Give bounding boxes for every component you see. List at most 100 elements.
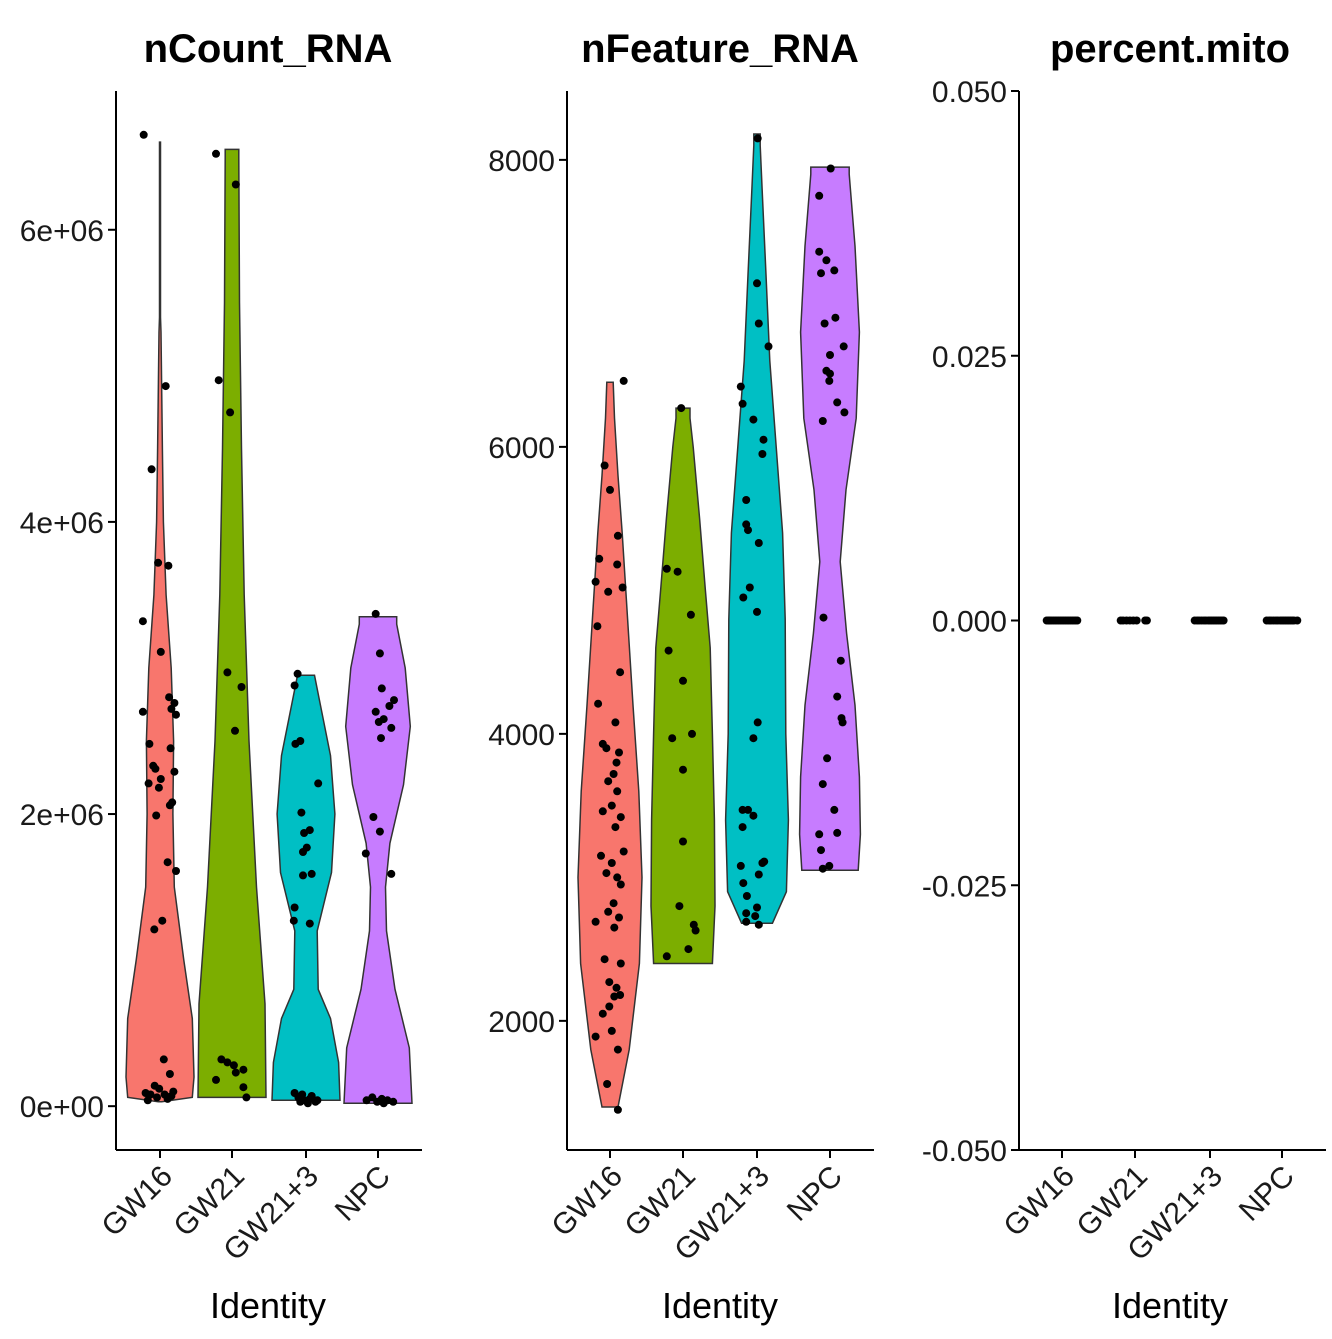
data-point-gw16	[145, 739, 154, 748]
data-point-gw21-3	[754, 539, 763, 547]
data-point-gw21	[242, 1093, 251, 1102]
panel-ncount-rna: nCount_RNA0e+002e+064e+066e+06GW16GW21GW…	[20, 27, 422, 1326]
data-point-gw21-3	[311, 1097, 320, 1106]
y-tick-label: -0.025	[922, 870, 1007, 903]
data-point-gw16	[613, 1045, 622, 1054]
data-point-gw21	[688, 729, 696, 738]
data-point-gw21-3	[739, 879, 748, 888]
data-point-npc	[815, 247, 824, 256]
data-point-npc	[822, 256, 831, 265]
data-point-gw21-3	[744, 526, 752, 535]
data-point-gw16	[603, 1080, 612, 1088]
data-point-gw16	[604, 777, 613, 786]
data-point-gw21-3	[764, 342, 773, 351]
data-point-gw21-3	[314, 779, 323, 788]
data-point-npc	[362, 1096, 371, 1105]
data-point-gw16	[143, 1096, 152, 1105]
data-point-gw21-3	[742, 917, 751, 926]
data-point-gw16	[165, 1070, 174, 1078]
data-point-gw16	[613, 1105, 622, 1114]
data-point-gw16	[150, 925, 159, 934]
data-point-npc	[825, 861, 834, 870]
data-point-gw21-3	[753, 134, 762, 143]
panel-percent-mito: percent.mito -0.050 -0.025 0.000 0.025 0.050 G…	[922, 27, 1326, 1326]
data-point-gw16	[600, 461, 609, 470]
data-point-gw21-3	[1219, 616, 1228, 625]
data-point-gw21	[662, 564, 671, 573]
data-point-gw16	[613, 873, 622, 882]
data-point-gw21	[214, 376, 223, 385]
data-point-npc	[375, 649, 384, 658]
data-point-gw16	[613, 560, 622, 569]
data-point-gw16	[158, 916, 167, 925]
data-point-npc	[815, 830, 824, 839]
data-point-gw21	[223, 668, 232, 677]
y-tick-label: 6000	[488, 432, 555, 465]
data-point-gw16	[597, 851, 605, 860]
data-point-gw16	[600, 955, 609, 964]
data-point-npc	[374, 718, 383, 726]
data-point-gw16	[1045, 616, 1054, 625]
data-point-gw21-3	[751, 912, 760, 921]
data-point-npc	[361, 849, 370, 858]
data-point-gw21-3	[754, 920, 763, 929]
data-point-npc	[818, 780, 827, 789]
data-point-gw16	[139, 130, 148, 139]
data-point-npc	[826, 369, 834, 378]
data-point-gw16	[607, 801, 616, 810]
data-point-gw21-3	[736, 382, 745, 391]
data-point-gw21-3	[754, 870, 763, 879]
data-point-gw21-3	[754, 319, 763, 328]
data-point-gw16	[616, 959, 625, 968]
data-point-gw16	[154, 783, 163, 792]
data-point-gw21-3	[753, 279, 761, 288]
data-point-npc	[831, 313, 840, 322]
data-point-gw16	[604, 587, 613, 596]
data-point-gw21-3	[753, 903, 761, 912]
y-tick-label: 0.000	[932, 606, 1007, 639]
data-point-gw16	[598, 807, 607, 816]
data-point-gw21	[691, 926, 700, 935]
data-point-gw21	[231, 726, 239, 735]
data-point-npc	[817, 846, 825, 855]
data-point-gw21-3	[738, 399, 747, 408]
data-point-gw21-3	[305, 919, 314, 928]
panel-title: nCount_RNA	[144, 27, 393, 71]
x-axis-title: Identity	[210, 1285, 326, 1326]
data-point-npc	[817, 269, 825, 278]
data-point-gw21	[231, 180, 240, 189]
data-point-npc	[833, 398, 842, 407]
data-point-npc	[375, 827, 384, 836]
data-point-gw16	[170, 699, 179, 707]
data-point-gw16	[615, 748, 623, 757]
data-point-gw21	[231, 1068, 240, 1077]
data-point-gw16	[591, 1032, 600, 1041]
data-point-gw16	[156, 775, 165, 783]
data-point-gw16	[616, 668, 625, 677]
data-point-gw16	[172, 710, 180, 719]
x-tick-label-npc: NPC	[329, 1160, 397, 1228]
y-tick-label: 0e+00	[20, 1091, 104, 1124]
data-point-npc	[830, 266, 839, 275]
data-point-gw21-3	[758, 450, 767, 458]
data-point-gw16	[164, 561, 173, 570]
data-point-gw21-3	[291, 739, 300, 748]
data-point-gw16	[609, 899, 618, 908]
data-point-gw16	[611, 823, 620, 832]
y-tick-label: 8000	[488, 145, 555, 178]
data-point-gw16	[615, 913, 623, 922]
data-point-gw21-3	[749, 734, 758, 743]
data-point-npc	[377, 734, 385, 743]
data-point-gw21	[668, 734, 677, 743]
data-point-npc	[819, 613, 828, 622]
data-point-gw21-3	[738, 823, 747, 832]
x-axis-title: Identity	[662, 1285, 778, 1326]
data-point-gw16	[618, 583, 627, 592]
data-point-gw21	[675, 902, 684, 911]
violin-npc	[798, 166, 862, 871]
data-point-gw16	[616, 813, 625, 822]
data-point-gw16	[610, 923, 619, 932]
data-point-gw21	[226, 408, 235, 417]
data-point-gw16	[602, 869, 611, 878]
y-tick-label: 0.025	[932, 341, 1007, 374]
